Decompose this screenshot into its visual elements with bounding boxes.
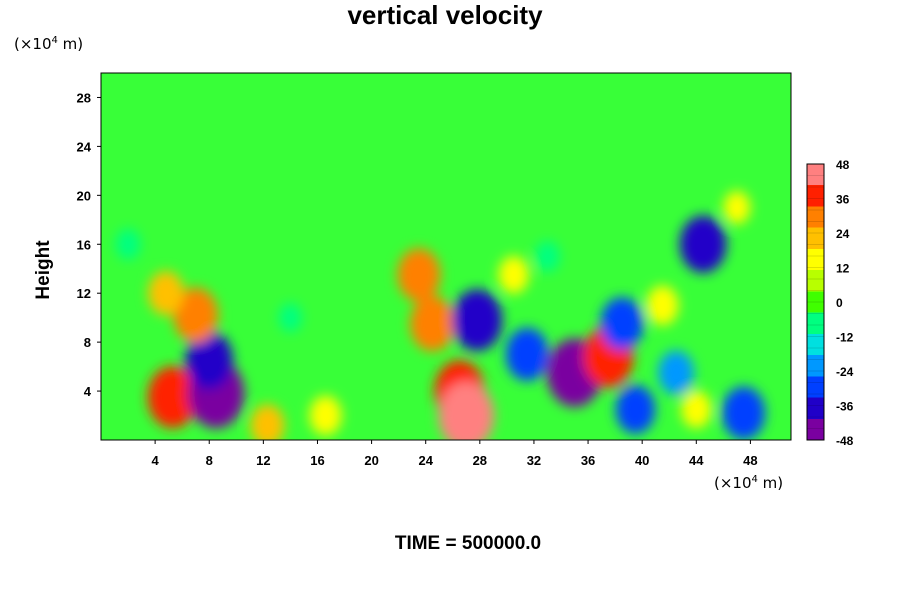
y-axis-ticks: 4 8 12 16 20 24 28 — [77, 90, 101, 399]
x-axis-ticks: 4 8 12 16 20 24 28 32 36 40 44 48 — [152, 440, 758, 468]
x-tick-label: 48 — [743, 453, 757, 468]
y-tick-label: 28 — [77, 90, 91, 105]
x-tick-label: 24 — [418, 453, 433, 468]
colorbar: 48 36 24 12 0 -12 -24 -36 -48 — [806, 158, 854, 448]
field-region — [173, 287, 219, 343]
x-tick-label: 44 — [689, 453, 704, 468]
x-tick-label: 16 — [310, 453, 324, 468]
field-region — [498, 256, 529, 294]
x-axis-unit: (×104 m) — [714, 474, 783, 492]
field-region — [646, 285, 679, 326]
x-tick-label: 12 — [256, 453, 270, 468]
colorbar-ticks: 48 36 24 12 0 -12 -24 -36 -48 — [836, 158, 854, 448]
colorbar-levels — [807, 175, 824, 429]
colorbar-tick-label: -24 — [836, 365, 854, 379]
field-region — [681, 390, 712, 429]
x-tick-label: 20 — [364, 453, 378, 468]
field-region — [147, 366, 198, 429]
y-axis-unit: (×104 m) — [14, 35, 83, 53]
field-region — [679, 215, 727, 273]
field-region — [278, 303, 303, 333]
x-tick-label: 4 — [152, 453, 160, 468]
colorbar-tick-label: -48 — [836, 434, 854, 448]
y-tick-label: 20 — [77, 188, 91, 203]
plot-area — [101, 73, 791, 440]
y-tick-label: 16 — [77, 237, 91, 252]
x-tick-label: 28 — [473, 453, 487, 468]
x-tick-label: 8 — [206, 453, 213, 468]
y-tick-label: 12 — [77, 286, 91, 301]
field-region — [452, 289, 503, 352]
colorbar-tick-label: 36 — [836, 193, 850, 207]
x-tick-label: 32 — [527, 453, 541, 468]
colorbar-tick-label: 12 — [836, 262, 850, 276]
colorbar-tick-label: -12 — [836, 331, 854, 345]
field-region — [185, 331, 233, 390]
y-tick-label: 8 — [84, 335, 91, 350]
y-tick-label: 4 — [84, 384, 92, 399]
x-tick-label: 36 — [581, 453, 595, 468]
field-region — [410, 296, 455, 352]
colorbar-tick-label: 0 — [836, 296, 843, 310]
field-region — [723, 190, 751, 225]
colorbar-frame — [806, 163, 825, 441]
y-tick-label: 24 — [77, 139, 92, 154]
field-region — [397, 248, 441, 302]
velocity-field — [115, 190, 766, 440]
y-axis-label: Height — [33, 240, 54, 300]
field-region — [722, 386, 766, 440]
field-region — [438, 381, 495, 440]
field-region — [148, 271, 184, 316]
x-tick-label: 40 — [635, 453, 649, 468]
field-region — [658, 350, 694, 395]
colorbar-tick-label: 24 — [836, 227, 850, 241]
colorbar-scale — [807, 164, 824, 440]
time-label: TIME = 500000.0 — [395, 533, 541, 554]
field-region — [309, 395, 342, 436]
field-region — [115, 228, 141, 260]
colorbar-tick-label: 48 — [836, 158, 850, 172]
chart-title: vertical velocity — [347, 0, 543, 30]
field-region — [615, 385, 656, 434]
field-region — [600, 297, 644, 351]
field-region — [250, 404, 285, 440]
colorbar-tick-label: -36 — [836, 400, 854, 414]
plot-frame — [100, 72, 792, 441]
field-region — [534, 241, 560, 272]
field-region — [505, 327, 549, 381]
